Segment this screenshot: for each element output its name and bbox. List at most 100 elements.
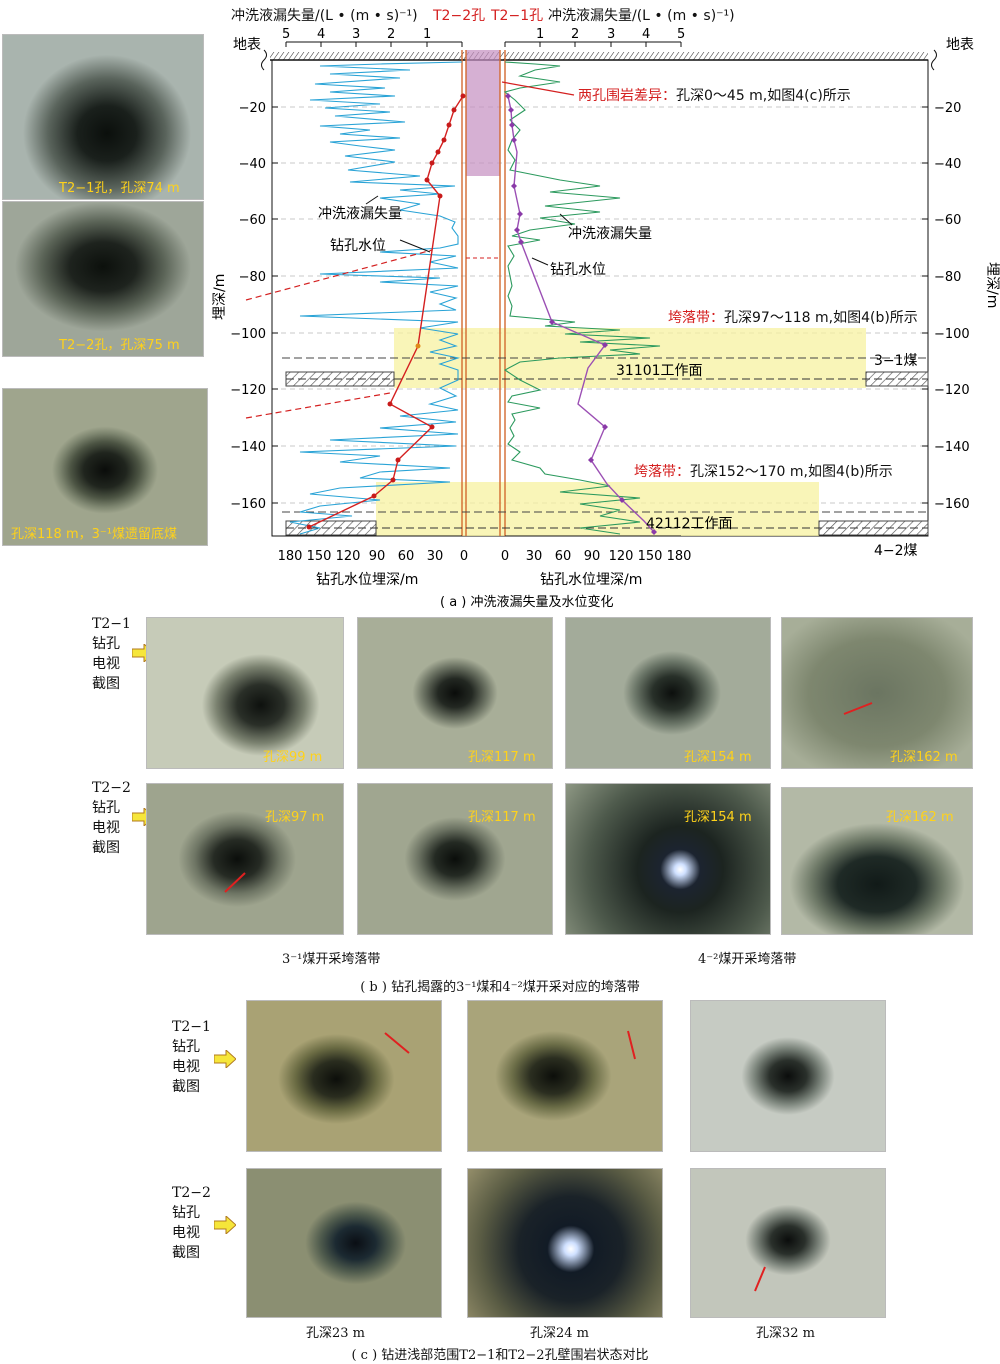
photo-caption: 孔深97 m — [265, 810, 325, 825]
label-level-right: 钻孔水位 — [550, 262, 606, 278]
caption-c-24m: 孔深24 m — [530, 1326, 590, 1341]
depth-tick: −120 — [934, 383, 970, 398]
photo-b2-154m: 孔深154 m — [565, 783, 771, 935]
row-label-b1: T2−1 钻孔 电视 截图 — [92, 616, 131, 692]
depth-tick: −100 — [230, 327, 266, 342]
top-ticks-left: 5 4 3 2 1 — [282, 27, 463, 47]
photo-118m: 孔深118 m，3⁻¹煤遗留底煤 — [2, 388, 208, 546]
photo-caption: 孔深154 m — [684, 750, 752, 765]
bottom-tick: 90 — [584, 549, 601, 564]
top-tick: 4 — [642, 27, 650, 42]
photo-c1-23m — [246, 1000, 442, 1152]
depth-tick: −80 — [934, 270, 961, 285]
bottom-tick: 90 — [369, 549, 386, 564]
depth-tick: −60 — [239, 213, 266, 228]
seam-31: 3−1煤 — [874, 353, 918, 369]
photo-c2-24m — [467, 1168, 663, 1318]
bottom-ticks-right: 0 30 60 90 120 150 180 — [501, 549, 692, 564]
bottom-label-left: 钻孔水位埋深/m — [316, 572, 418, 588]
top-axis-title-right: 冲洗液漏失量/(L • (m • s)⁻¹) — [548, 8, 735, 24]
row-label-c2: T2−2 钻孔 电视 截图 — [172, 1185, 211, 1261]
top-tick: 2 — [571, 27, 579, 42]
seam-42: 4−2煤 — [874, 543, 918, 559]
photo-c2-32m — [690, 1168, 886, 1318]
bottom-tick: 150 — [307, 549, 332, 564]
depth-tick: −40 — [239, 157, 266, 172]
photo-b1-117m: 孔深117 m — [357, 617, 553, 769]
caving-band-2 — [376, 482, 819, 536]
top-tick: 3 — [352, 27, 360, 42]
photo-caption: 孔深154 m — [684, 810, 752, 825]
figure-c-caption: ( c ) 钻进浅部范围T2−1和T2−2孔壁围岩状态对比 — [351, 1348, 649, 1363]
bottom-ticks-left: 180 150 120 90 60 30 0 — [278, 549, 469, 564]
bottom-tick: 180 — [278, 549, 303, 564]
annotation-caving-1: 垮落带：孔深97～118 m,如图4(b)所示 — [668, 310, 918, 326]
photo-caption: 孔深162 m — [890, 750, 958, 765]
row-label-b2: T2−2 钻孔 电视 截图 — [92, 780, 131, 856]
depth-tick: −140 — [230, 440, 266, 455]
top-ticks-right: 1 2 3 4 5 — [504, 27, 685, 47]
bottom-tick: 30 — [427, 549, 444, 564]
top-tick: 5 — [282, 27, 290, 42]
loss-curve-t22 — [289, 61, 463, 535]
photo-caption: 孔深118 m，3⁻¹煤遗留底煤 — [11, 527, 177, 542]
label-loss-right: 冲洗液漏失量 — [568, 226, 652, 242]
photo-caption: 孔深162 m — [886, 810, 954, 825]
photo-caption: T2−1孔，孔深74 m — [59, 181, 180, 196]
depth-tick: −160 — [230, 497, 266, 512]
surface-label-left: 地表 — [233, 37, 261, 53]
photo-t22-75m: T2−2孔，孔深75 m — [2, 201, 204, 357]
depth-tick: −40 — [934, 157, 961, 172]
annotation-rock-diff: 两孔围岩差异：孔深0～45 m,如图4(c)所示 — [578, 88, 851, 104]
top-tick: 5 — [677, 27, 685, 42]
bottom-tick: 0 — [460, 549, 468, 564]
face-31101: 31101工作面 — [616, 363, 703, 379]
arrow-icon — [214, 1050, 236, 1068]
bottom-tick: 0 — [501, 549, 509, 564]
photo-caption: T2−2孔，孔深75 m — [59, 338, 180, 353]
bottom-tick: 150 — [638, 549, 663, 564]
depth-tick: −20 — [934, 101, 961, 116]
top-tick: 3 — [607, 27, 615, 42]
bottom-tick: 60 — [398, 549, 415, 564]
top-tick: 1 — [423, 27, 431, 42]
figure-b-caption: ( b ) 钻孔揭露的3⁻¹煤和4⁻²煤开采对应的垮落带 — [360, 980, 640, 995]
photo-c1-24m — [467, 1000, 663, 1152]
photo-caption: 孔深99 m — [263, 750, 323, 765]
photo-b2-117m: 孔深117 m — [357, 783, 553, 935]
ylabel-right: 埋深/m — [984, 262, 1000, 308]
level-curve-t21 — [507, 95, 655, 533]
label-loss-left: 冲洗液漏失量 — [318, 206, 402, 222]
caption-c-32m: 孔深32 m — [756, 1326, 816, 1341]
photo-caption: 孔深117 m — [468, 750, 536, 765]
top-tick: 2 — [387, 27, 395, 42]
figure-a-caption: ( a ) 冲洗液漏失量及水位变化 — [440, 594, 614, 610]
figure-a-chart: 冲洗液漏失量/(L • (m • s)⁻¹) 冲洗液漏失量/(L • (m • … — [212, 8, 1000, 610]
label-level-left: 钻孔水位 — [330, 238, 386, 254]
depth-tick: −100 — [934, 327, 970, 342]
photo-t21-74m: T2−1孔，孔深74 m — [2, 34, 204, 200]
bottom-tick: 120 — [336, 549, 361, 564]
depth-ticks-left: −20 −40 −60 −80 −100 −120 −140 −160 — [230, 101, 278, 512]
row-label-c1: T2−1 钻孔 电视 截图 — [172, 1019, 211, 1095]
bottom-label-right: 钻孔水位埋深/m — [540, 572, 642, 588]
photo-caption: 孔深117 m — [468, 810, 536, 825]
bottom-tick: 60 — [555, 549, 572, 564]
hole-label-t21: T2−1孔 — [490, 8, 543, 24]
top-tick: 4 — [317, 27, 325, 42]
bottom-tick: 180 — [667, 549, 692, 564]
arrow-icon — [214, 1216, 236, 1234]
annotation-caving-2: 垮落带：孔深152～170 m,如图4(b)所示 — [634, 464, 893, 480]
photo-b2-97m: 孔深97 m — [146, 783, 344, 935]
bottom-tick: 120 — [609, 549, 634, 564]
top-tick: 1 — [536, 27, 544, 42]
caption-c-23m: 孔深23 m — [306, 1326, 366, 1341]
photo-b1-99m: 孔深99 m — [146, 617, 344, 769]
depth-tick: −140 — [934, 440, 970, 455]
photo-c1-32m — [690, 1000, 886, 1152]
photo-b1-154m: 孔深154 m — [565, 617, 771, 769]
photo-b1-162m: 孔深162 m — [781, 617, 973, 769]
hole-label-t22: T2−2孔 — [432, 8, 485, 24]
ylabel-left: 埋深/m — [212, 274, 228, 320]
group-label-42: 4⁻²煤开采垮落带 — [698, 952, 797, 967]
